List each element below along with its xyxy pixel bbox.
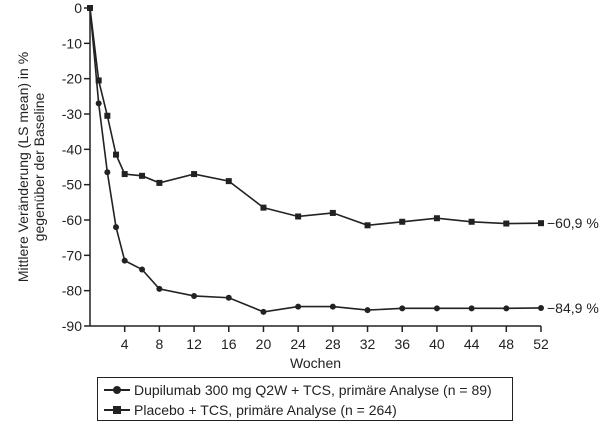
y-tick-label: -90: [62, 318, 82, 334]
data-point: [433, 305, 440, 312]
y-tick-label: 0: [74, 0, 82, 16]
x-tick-label: 8: [155, 336, 163, 352]
x-tick-label: 36: [394, 336, 410, 352]
series-layer: −84,9 % −60,9 %: [87, 5, 599, 316]
y-tick-label: -80: [62, 283, 82, 299]
data-point: [329, 303, 336, 310]
data-point: [399, 305, 406, 312]
data-point: [139, 266, 146, 273]
series-line: [89, 7, 542, 227]
legend-label-placebo: Placebo + TCS, primäre Analyse (n = 264): [134, 402, 397, 418]
legend-item-dupilumab: Dupilumab 300 mg Q2W + TCS, primäre Anal…: [98, 380, 512, 400]
data-point: [104, 169, 111, 176]
x-tick-label: 12: [186, 336, 202, 352]
y-axis-label-line1: Mittlere Veränderung (LS mean) in %: [15, 52, 31, 282]
data-point: [191, 171, 198, 178]
data-point: [156, 285, 163, 292]
y-tick-label: -20: [62, 71, 82, 87]
data-point: [121, 171, 128, 178]
data-point: [399, 218, 406, 225]
data-point: [95, 77, 102, 84]
x-tick-label: 16: [221, 336, 237, 352]
y-tick-label: -70: [62, 247, 82, 263]
y-tick-label: -30: [62, 106, 82, 122]
x-tick-label: 32: [360, 336, 376, 352]
y-tick-label: -60: [62, 212, 82, 228]
y-tick-label: -40: [62, 141, 82, 157]
x-tick-label: 48: [499, 336, 515, 352]
legend-item-placebo: Placebo + TCS, primäre Analyse (n = 264): [98, 400, 512, 420]
y-tick-label: -10: [62, 35, 82, 51]
end-value-label: −60,9 %: [547, 215, 599, 231]
data-point: [364, 222, 371, 229]
series-line: [89, 7, 542, 313]
y-axis-label-line2: gegenüber der Baseline: [31, 92, 47, 241]
circle-marker-icon: [104, 384, 130, 396]
data-point: [225, 178, 232, 185]
series-placebo: −60,9 %: [87, 5, 599, 231]
y-axis: 0 -10 -20 -30 -40 -50 -60 -70 -80 -90: [62, 0, 91, 334]
data-point: [87, 5, 93, 11]
data-point: [503, 305, 510, 312]
data-point: [260, 204, 267, 211]
y-tick-label: -50: [62, 177, 82, 193]
x-axis-label: Wochen: [290, 355, 341, 371]
data-point: [113, 224, 120, 231]
data-point: [295, 213, 302, 220]
data-point: [260, 308, 267, 315]
x-tick-label: 4: [121, 336, 129, 352]
x-tick-label: 20: [256, 336, 272, 352]
data-point: [468, 218, 475, 225]
data-point: [468, 305, 475, 312]
data-point: [329, 209, 336, 216]
data-point: [225, 294, 232, 301]
x-tick-label: 24: [290, 336, 306, 352]
legend: Dupilumab 300 mg Q2W + TCS, primäre Anal…: [97, 377, 513, 421]
x-tick-label: 44: [464, 336, 480, 352]
x-axis: 4 8 12 16 20 24 28 32 36 40 44 48 52: [90, 325, 549, 352]
data-point: [503, 220, 510, 227]
square-marker-icon: [104, 404, 130, 416]
data-point: [433, 215, 440, 222]
data-point: [113, 151, 120, 158]
data-point: [191, 292, 198, 299]
x-tick-label: 40: [429, 336, 445, 352]
data-point: [104, 112, 111, 119]
data-point: [538, 304, 544, 311]
legend-label-dupilumab: Dupilumab 300 mg Q2W + TCS, primäre Anal…: [134, 382, 492, 398]
data-point: [139, 172, 146, 179]
data-point: [95, 100, 102, 107]
data-point: [538, 220, 544, 227]
x-tick-label: 28: [325, 336, 341, 352]
data-point: [121, 257, 128, 264]
data-point: [364, 307, 371, 314]
series-dupilumab: −84,9 %: [87, 5, 599, 316]
x-tick-label: 52: [533, 336, 549, 352]
data-point: [156, 179, 163, 186]
data-point: [295, 303, 302, 310]
end-value-label: −84,9 %: [547, 300, 599, 316]
